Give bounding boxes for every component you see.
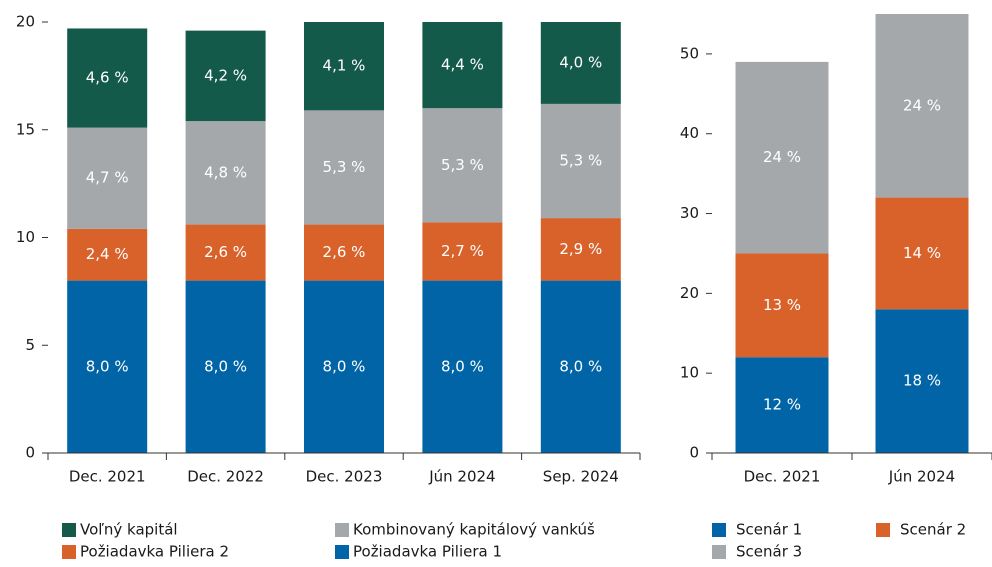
bar-segment [304,110,384,225]
plot [67,22,621,453]
bar-segment [185,224,266,281]
legend-swatch [712,545,726,559]
value-label: 8,0 % [441,357,484,375]
legend-label: Voľný kapitál [80,521,178,539]
y-tick-label: 20 [16,13,35,31]
bar-segment [304,224,384,281]
legend-swatch [876,523,890,537]
value-label: 4,2 % [204,66,247,84]
y-tick-label: 0 [25,444,35,462]
x-tick-label: Jún 2024 [888,468,955,486]
bar-segment [185,121,266,225]
bar-segment [875,197,969,310]
bar-segment [540,22,621,104]
y-tick-label: 10 [16,228,35,246]
y-tick-label: 15 [16,120,35,138]
value-label: 12 % [763,396,801,414]
value-label: 2,7 % [441,242,484,260]
value-label: 2,6 % [323,243,366,261]
bar-segment [67,280,148,453]
value-label: 5,3 % [323,158,366,176]
value-label: 8,0 % [323,357,366,375]
legend-label: Scenár 3 [736,543,802,561]
x-tick-label: Dec. 2023 [306,468,383,486]
bar-segment [304,280,384,453]
value-label: 24 % [903,96,941,114]
y-tick-label: 20 [680,284,699,302]
y-tick-label: 5 [25,336,35,354]
x-tick-label: Jún 2024 [428,468,495,486]
value-label: 4,7 % [86,169,129,187]
bar-segment [185,30,266,122]
bar-segment [67,127,148,229]
legend-label: Scenár 2 [900,521,966,539]
legend-label: Kombinovaný kapitálový vankúš [353,521,595,539]
value-label: 2,4 % [86,245,129,263]
y-tick-label: 40 [680,124,699,142]
bar-segment [185,280,266,453]
legend-label: Scenár 1 [736,521,802,539]
bar-segment [540,218,621,281]
bar-segment [735,61,829,254]
y-tick-label: 0 [689,444,699,462]
value-label: 4,0 % [559,53,602,71]
value-label: 18 % [903,372,941,390]
value-label: 4,6 % [86,69,129,87]
bar-segment [540,103,621,219]
value-label: 2,6 % [204,243,247,261]
bar-segment [422,108,503,223]
bar-segment [875,309,969,453]
y-tick-label: 30 [680,204,699,222]
bar-segment [422,22,503,109]
plot [735,14,969,453]
legend-label: Požiadavka Piliera 2 [80,543,229,561]
x-tick-label: Dec. 2022 [187,468,264,486]
value-label: 5,3 % [559,151,602,169]
legend-label: Požiadavka Piliera 1 [353,543,502,561]
bar-segment [875,14,969,198]
bar-segment [304,22,384,111]
bar-segment [735,357,829,453]
bar-segment [422,222,503,281]
value-label: 8,0 % [204,357,247,375]
bar-segment [540,280,621,453]
legend-swatch [62,523,76,537]
bar-segment [422,280,503,453]
value-label: 14 % [903,244,941,262]
x-tick-label: Sep. 2024 [543,468,619,486]
x-tick-label: Dec. 2021 [744,468,821,486]
value-label: 5,3 % [441,156,484,174]
bar-segment [67,28,148,128]
legend-swatch [335,523,349,537]
y-tick-label: 10 [680,364,699,382]
value-label: 13 % [763,296,801,314]
value-label: 4,1 % [323,57,366,75]
value-label: 4,8 % [204,163,247,181]
bar-segment [735,253,829,358]
value-label: 2,9 % [559,240,602,258]
bar-segment [67,228,148,281]
value-label: 4,4 % [441,56,484,74]
legend-swatch [712,523,726,537]
legend-swatch [62,545,76,559]
value-label: 8,0 % [86,357,129,375]
x-tick-label: Dec. 2021 [69,468,146,486]
legend-swatch [335,545,349,559]
y-tick-label: 50 [680,44,699,62]
value-label: 24 % [763,148,801,166]
value-label: 8,0 % [559,357,602,375]
